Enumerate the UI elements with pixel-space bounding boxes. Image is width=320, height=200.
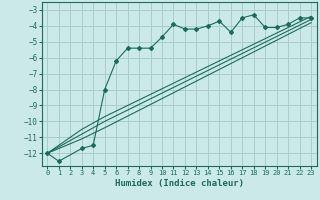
X-axis label: Humidex (Indice chaleur): Humidex (Indice chaleur): [115, 179, 244, 188]
